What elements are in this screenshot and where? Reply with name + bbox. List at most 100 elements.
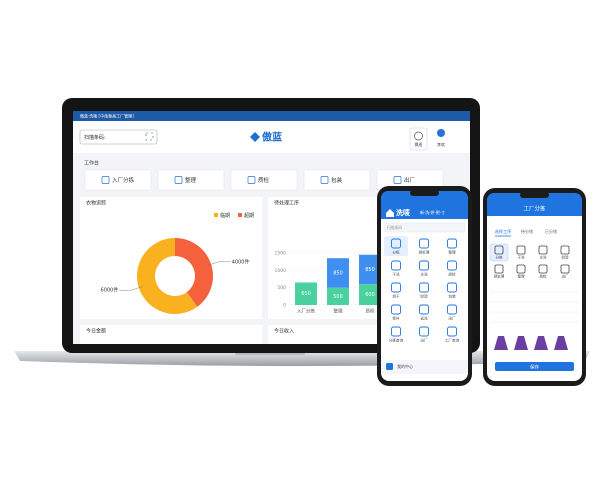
phone-notch bbox=[410, 190, 439, 196]
menu-icon[interactable] bbox=[447, 238, 457, 249]
menu-icon[interactable] bbox=[391, 282, 401, 293]
item-icon[interactable] bbox=[516, 245, 526, 255]
action-button[interactable] bbox=[84, 169, 152, 191]
action-label: 整理 bbox=[185, 176, 197, 184]
menu-label: 出厂 bbox=[420, 338, 428, 343]
tagline: 新·洗·烘·熨·寸 bbox=[420, 209, 445, 215]
menu-label: 预处理 bbox=[419, 250, 430, 255]
item-icon[interactable] bbox=[516, 264, 526, 274]
menu-label: 质检 bbox=[448, 272, 456, 277]
card-title: 今日金额 bbox=[86, 328, 106, 335]
app-name: 洗唛 bbox=[396, 208, 411, 217]
action-label: 入厂分拣 bbox=[112, 176, 135, 184]
bar-segment bbox=[327, 258, 349, 288]
phone-screen bbox=[381, 191, 468, 381]
menu-highlight bbox=[384, 236, 408, 256]
menu-label: 整理 bbox=[448, 250, 456, 255]
y-tick-label: 0 bbox=[283, 303, 286, 309]
menu-label: 烘干 bbox=[392, 294, 400, 299]
menu-icon[interactable] bbox=[419, 282, 429, 293]
menu-label: 出厂 bbox=[448, 316, 456, 321]
leader-line bbox=[119, 286, 143, 291]
legend-label: 临期 bbox=[220, 212, 230, 219]
item-icon[interactable] bbox=[560, 264, 570, 274]
bar-value-label: 850 bbox=[333, 270, 343, 276]
menu-icon[interactable] bbox=[419, 304, 429, 315]
menu-icon[interactable] bbox=[391, 304, 401, 315]
scan-icon bbox=[145, 132, 154, 141]
menu-icon[interactable] bbox=[419, 238, 429, 249]
bar-value-label: 600 bbox=[365, 292, 375, 298]
menu-icon[interactable] bbox=[447, 304, 457, 315]
menu-label: 返洗 bbox=[420, 316, 428, 321]
item-icon[interactable] bbox=[538, 245, 548, 255]
title-bar bbox=[73, 111, 470, 121]
action-button[interactable] bbox=[230, 169, 298, 191]
logo: 傲蓝 bbox=[262, 131, 282, 144]
value-label: 4000件 bbox=[232, 258, 250, 265]
item-highlight bbox=[489, 243, 509, 262]
item-icon[interactable] bbox=[538, 264, 548, 274]
item-label: 水洗 bbox=[540, 255, 548, 260]
shift-frame[interactable] bbox=[409, 127, 428, 151]
bar-value-label: 850 bbox=[365, 267, 375, 273]
legend-swatch bbox=[214, 213, 218, 217]
action-button[interactable] bbox=[303, 169, 371, 191]
menu-label: 分拣 bbox=[392, 250, 400, 255]
tab[interactable]: 选择工序 bbox=[495, 228, 512, 235]
avatar[interactable] bbox=[437, 129, 445, 137]
user-name: 李欢 bbox=[437, 141, 445, 147]
app-header bbox=[381, 191, 468, 219]
garment-icon bbox=[534, 336, 548, 350]
item-label: 干洗 bbox=[518, 255, 526, 260]
bar-value-label: 650 bbox=[301, 291, 311, 297]
menu-icon[interactable] bbox=[419, 326, 429, 337]
bar-segment bbox=[295, 282, 317, 305]
menu-icon[interactable] bbox=[447, 282, 457, 293]
menu-icon[interactable] bbox=[419, 260, 429, 271]
shift-button: 换班 bbox=[415, 141, 423, 147]
action-icon bbox=[247, 176, 256, 184]
chart-title: 待处理工序 bbox=[274, 200, 299, 207]
action-label: 包装 bbox=[331, 176, 343, 184]
y-tick-label: 1000 bbox=[275, 268, 287, 274]
menu-label: 分拣查询 bbox=[389, 338, 404, 343]
action-button[interactable] bbox=[157, 169, 225, 191]
item-label: 出厂 bbox=[562, 274, 570, 279]
save-button[interactable] bbox=[495, 362, 574, 371]
y-tick-label: 500 bbox=[277, 285, 286, 291]
logo-mark bbox=[250, 132, 260, 142]
menu-icon[interactable] bbox=[447, 326, 457, 337]
item-icon[interactable] bbox=[494, 264, 504, 274]
tab[interactable]: 待分拣 bbox=[521, 228, 534, 235]
action-label: 质检 bbox=[258, 176, 270, 184]
footer-bar bbox=[381, 360, 468, 374]
footer-icon bbox=[386, 363, 393, 370]
action-icon bbox=[174, 176, 183, 184]
legend-swatch bbox=[238, 213, 242, 217]
menu-icon[interactable] bbox=[391, 260, 401, 271]
menu-icon[interactable] bbox=[391, 238, 401, 249]
search-box[interactable] bbox=[79, 129, 158, 145]
save-label: 保存 bbox=[530, 363, 539, 370]
item-label: 质检 bbox=[540, 274, 548, 279]
item-label: 分拣 bbox=[496, 255, 504, 260]
search-box[interactable] bbox=[383, 222, 466, 233]
shift-icon bbox=[414, 131, 423, 141]
menu-label: 水洗 bbox=[420, 272, 428, 277]
menu-icon[interactable] bbox=[447, 260, 457, 271]
home-icon bbox=[386, 209, 394, 217]
pie-slice bbox=[175, 238, 213, 307]
garment-icon bbox=[514, 336, 528, 350]
menu-label: 修补 bbox=[392, 316, 400, 321]
item-icon[interactable] bbox=[560, 245, 570, 255]
app-header bbox=[487, 193, 582, 216]
x-tick-label: 入厂分拣 bbox=[297, 308, 315, 315]
menu-icon[interactable] bbox=[391, 326, 401, 337]
tab[interactable]: 已分拣 bbox=[545, 228, 558, 235]
bar-segment bbox=[327, 287, 349, 305]
item-icon[interactable] bbox=[494, 245, 504, 255]
